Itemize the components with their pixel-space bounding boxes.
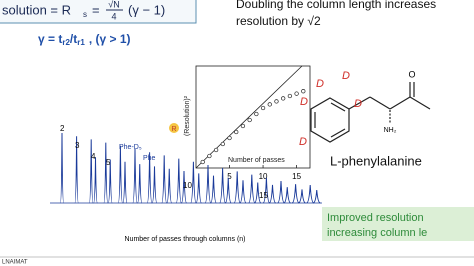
gamma-condition: , (γ > 1) — [89, 32, 131, 46]
x-tick-label: 10 — [259, 172, 268, 181]
peak-label: 4 — [91, 152, 96, 161]
data-point — [267, 102, 272, 107]
data-point — [287, 93, 293, 99]
peak-label: 2 — [60, 124, 65, 133]
formula-equals: = — [92, 2, 100, 17]
data-point — [301, 89, 306, 94]
molecule-name: L-phenylalanine — [330, 153, 422, 168]
data-point — [247, 117, 252, 123]
deuterium-mark: D — [316, 78, 324, 90]
cursor — [169, 123, 179, 133]
cursor-label: R — [171, 126, 176, 133]
note-line: Doubling the column length increases — [236, 0, 436, 11]
data-point — [227, 135, 232, 141]
deuterium-mark: D — [300, 96, 308, 108]
deuterium-mark: D — [342, 70, 350, 82]
formula-denominator: 4 — [111, 11, 116, 21]
footer: LNAIMAT — [2, 260, 28, 266]
plot-frame — [195, 65, 311, 169]
callout-box — [322, 207, 474, 241]
peak-label: 3 — [75, 141, 80, 150]
data-point — [274, 99, 279, 104]
deuterium-mark: D — [354, 98, 362, 110]
callout-text: Improved resolution — [327, 212, 424, 224]
peak-label: 5 — [106, 158, 111, 167]
fit-line — [195, 65, 303, 169]
plot-y-label: (Resolution)² — [184, 95, 191, 136]
data-point — [213, 147, 219, 153]
gamma-sub2: r1 — [77, 38, 85, 47]
gamma-lhs: γ = t — [38, 32, 62, 46]
note-line: resolution by √2 — [236, 14, 321, 28]
data-point — [294, 91, 299, 96]
chromatogram-x-label: Number of passes through columns (n) — [125, 236, 246, 243]
data-point — [200, 159, 205, 165]
gamma-sub1: r2 — [62, 38, 70, 47]
peak-label: 10 — [183, 181, 192, 190]
molecule-structure — [310, 82, 431, 143]
oxygen: O — [408, 69, 415, 79]
deuterium-mark: D — [299, 136, 307, 148]
x-tick-label: 5 — [227, 172, 232, 181]
data-point — [207, 153, 212, 159]
chromatogram — [59, 132, 321, 204]
formula-subscript: s — [83, 10, 87, 19]
data-point — [254, 111, 259, 117]
amine: NH₂ — [384, 127, 397, 134]
formula-box — [0, 0, 197, 24]
x-tick-label: 15 — [292, 172, 301, 181]
chromatogram-trace — [59, 132, 321, 204]
peak-label: Phe — [143, 155, 156, 162]
gamma-text: γ = tr2/tr1 , (γ > 1) — [38, 32, 131, 47]
peak-label: 15 — [259, 191, 268, 200]
plot-x-label: Number of passes — [228, 157, 285, 164]
formula-factor: (γ − 1) — [128, 2, 165, 17]
data-point — [260, 105, 266, 111]
plot: 5 10 15 — [200, 89, 306, 181]
callout-text: increasing column le — [327, 227, 427, 239]
formula-lhs: solution = R — [2, 2, 71, 17]
data-point — [281, 96, 286, 101]
data-point — [234, 129, 239, 135]
deuterium-marks: D D D D D — [299, 70, 362, 148]
data-point — [220, 141, 225, 147]
formula-numerator: √N — [108, 0, 119, 9]
peak-label: Phe-D₅ — [119, 144, 142, 151]
gamma-slash: /t — [70, 32, 77, 46]
data-point — [240, 123, 246, 129]
